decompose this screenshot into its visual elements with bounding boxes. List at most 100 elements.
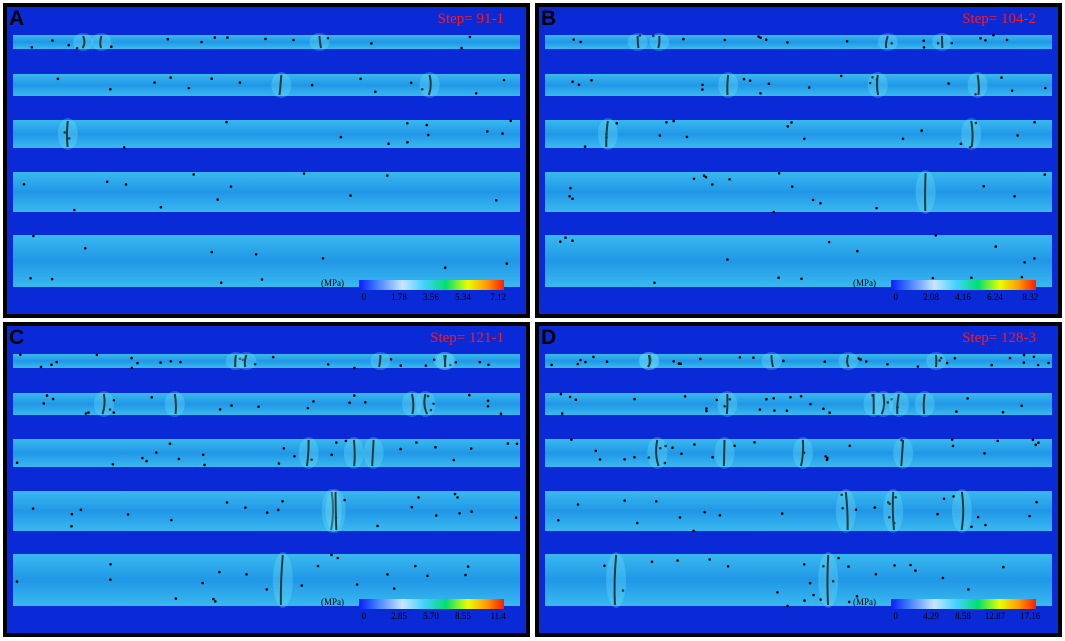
micro-crack [51,397,55,401]
micro-crack [434,445,437,449]
fracture [65,120,69,148]
micro-crack [827,240,831,244]
stress-halo [309,33,330,51]
micro-crack [271,355,275,359]
micro-crack [31,507,35,510]
micro-crack [841,506,844,510]
micro-crack [723,404,726,408]
micro-crack [432,402,435,406]
micro-crack [594,449,598,453]
rock-layer [13,354,520,368]
micro-crack [306,406,310,410]
micro-crack [387,142,390,145]
micro-crack [941,576,945,580]
fracture [427,74,432,96]
micro-crack [738,356,742,359]
fracture [378,354,382,368]
panel-b: B Step= 104-2 (MPa) 0 2.08 4.16 6.24 8.3… [535,3,1062,318]
micro-crack [67,137,71,140]
micro-crack [348,401,351,404]
micro-crack [936,41,940,45]
micro-crack [920,129,923,132]
micro-crack [410,505,414,509]
micro-crack [677,362,681,365]
micro-crack [693,443,696,446]
micro-crack [931,276,935,280]
stress-halo [761,352,782,370]
micro-crack [281,500,284,503]
micro-crack [218,408,222,411]
stress-halo [961,118,982,150]
micro-crack [449,363,452,367]
micro-crack [764,38,768,41]
micro-crack [364,400,367,404]
micro-crack [159,361,162,364]
color-bar-gradient-d [891,599,1036,609]
micro-crack [109,87,112,91]
micro-crack [785,409,789,412]
tick-a-1: 1.78 [391,292,407,302]
stress-halo [325,489,346,533]
micro-crack [201,581,204,585]
fracture [352,439,356,467]
rock-layer [13,120,520,148]
micro-crack [976,515,980,519]
micro-crack [374,90,377,94]
stress-field-b [539,7,1058,314]
rock-layer [13,393,520,415]
rock-layer [13,491,520,531]
tick-b-2: 4.16 [955,292,971,302]
stress-field-c [7,326,526,633]
micro-crack [265,511,269,514]
micro-crack [953,356,957,360]
fracture [243,354,248,368]
fracture [81,35,86,49]
micro-crack [45,394,49,397]
micro-crack [711,183,714,186]
micro-crack [623,458,626,461]
fracture [800,439,805,467]
stress-halo [363,437,384,469]
micro-crack [486,399,490,403]
micro-crack [557,518,560,522]
tick-b-1: 2.08 [923,292,939,302]
micro-crack [584,360,587,364]
micro-crack [857,357,860,360]
micro-crack [559,392,563,396]
micro-crack [15,461,19,464]
tick-d-3: 12.87 [984,611,1006,621]
micro-crack [466,565,470,568]
micro-crack [571,197,574,201]
micro-crack [811,198,815,202]
micro-crack [499,412,503,415]
micro-crack [145,459,148,463]
step-label-a: Step= 91-1 [437,11,504,27]
micro-crack [680,452,683,455]
micro-crack [321,257,325,260]
fracture [722,439,726,467]
micro-crack [650,560,654,564]
micro-crack [742,77,746,81]
micro-crack [415,441,418,444]
micro-crack [894,496,897,499]
panel-a: A Step= 91-1 (MPa) 0 1.78 3.56 5.34 7.12 [3,3,530,318]
micro-crack [708,558,711,561]
fracture [636,35,640,49]
micro-crack [996,439,999,443]
micro-crack [777,172,781,175]
stress-halo [271,72,292,98]
micro-crack [938,359,941,362]
micro-crack [663,461,667,465]
micro-crack [822,564,825,568]
micro-crack [1031,438,1035,441]
micro-crack [225,120,228,124]
micro-crack [192,173,195,176]
micro-crack [112,398,116,402]
micro-crack [790,121,793,124]
fracture [278,74,283,96]
fracture [334,491,338,531]
micro-crack [759,36,762,39]
micro-crack [633,397,636,401]
micro-crack [728,178,731,181]
micro-crack [952,495,955,498]
